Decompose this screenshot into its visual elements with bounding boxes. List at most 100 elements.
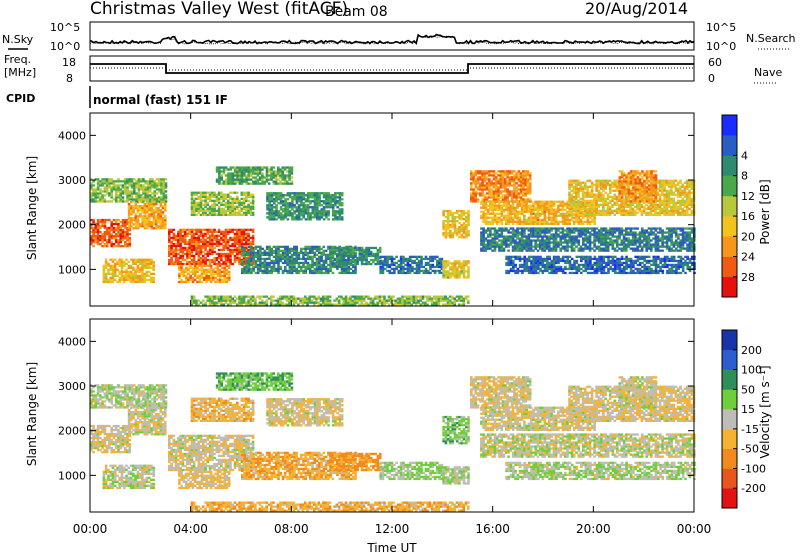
power-echo-cell: [252, 267, 255, 271]
power-echo-cell: [215, 180, 219, 183]
power-echo-cell: [192, 256, 196, 260]
power-echo-cell: [497, 188, 500, 191]
power-echo-cell: [242, 193, 246, 196]
power-echo-cell: [539, 202, 542, 205]
power-echo-cell: [613, 179, 617, 182]
power-echo-cell: [324, 249, 328, 252]
power-echo-cell: [199, 252, 203, 256]
power-echo-cell: [229, 197, 232, 200]
power-echo-cell: [189, 276, 192, 279]
power-echo-cell: [188, 242, 191, 246]
power-echo-cell: [297, 210, 301, 213]
power-echo-cell: [121, 220, 125, 224]
power-echo-cell: [263, 249, 267, 252]
power-echo-cell: [211, 193, 214, 196]
power-echo-cell: [517, 172, 521, 175]
power-echo-cell: [453, 216, 457, 219]
power-echo-cell: [479, 172, 482, 175]
power-echo-cell: [325, 216, 328, 219]
power-echo-cell: [152, 201, 156, 204]
power-echo-cell: [282, 200, 285, 203]
power-echo-cell: [240, 207, 244, 210]
power-echo-cell: [119, 196, 122, 199]
power-echo-cell: [148, 190, 152, 193]
power-echo-cell: [222, 168, 226, 171]
power-echo-cell: [532, 216, 535, 219]
power-echo-cell: [548, 206, 551, 209]
power-echo-cell: [481, 182, 484, 185]
power-echo-cell: [327, 263, 330, 267]
power-echo-cell: [208, 234, 212, 237]
power-echo-cell: [281, 249, 285, 252]
power-echo-cell: [329, 252, 332, 256]
power-echo-cell: [579, 213, 583, 216]
power-echo-cell: [112, 198, 116, 201]
power-echo-cell: [242, 232, 246, 235]
power-echo-cell: [272, 170, 276, 173]
power-echo-cell: [522, 170, 525, 173]
power-echo-cell: [139, 194, 143, 197]
power-echo-cell: [524, 176, 527, 179]
power-echo-cell: [327, 204, 330, 207]
power-echo-cell: [259, 245, 262, 248]
power-echo-cell: [199, 205, 203, 208]
power-echo-cell: [107, 262, 110, 265]
power-echo-cell: [277, 216, 281, 219]
power-echo-cell: [360, 254, 364, 258]
power-echo-cell: [102, 276, 106, 279]
power-echo-cell: [136, 217, 140, 220]
power-echo-cell: [429, 271, 432, 275]
power-echo-cell: [608, 187, 612, 190]
power-echo-cell: [529, 204, 533, 207]
power-echo-cell: [288, 265, 292, 269]
power-echo-cell: [327, 200, 330, 203]
power-echo-cell: [363, 248, 366, 252]
power-echo-cell: [121, 180, 125, 183]
power-echo-cell: [453, 226, 457, 229]
power-echo-cell: [620, 205, 623, 208]
power-echo-cell: [608, 195, 612, 198]
power-echo-cell: [226, 232, 230, 235]
power-echo-cell: [581, 195, 585, 198]
power-echo-cell: [181, 234, 185, 237]
power-echo-cell: [180, 266, 183, 269]
power-echo-cell: [164, 194, 168, 197]
power-echo-cell: [227, 274, 231, 277]
power-echo-cell: [640, 211, 644, 214]
power-echo-cell: [240, 178, 244, 181]
power-echo-cell: [124, 230, 127, 234]
power-echo-cell: [482, 204, 485, 207]
power-echo-cell: [529, 206, 533, 209]
power-echo-cell: [322, 267, 326, 271]
power-echo-cell: [470, 200, 473, 203]
power-echo-cell: [460, 216, 464, 219]
power-echo-cell: [351, 256, 355, 260]
power-echo-cell: [608, 189, 612, 192]
power-echo-cell: [220, 174, 223, 177]
power-echo-cell: [488, 172, 491, 175]
power-echo-cell: [215, 256, 219, 260]
power-echo-cell: [268, 249, 271, 252]
power-echo-cell: [322, 253, 326, 256]
power-echo-cell: [205, 264, 208, 267]
power-echo-cell: [570, 216, 574, 219]
power-echo-cell: [552, 204, 556, 207]
power-echo-cell: [325, 210, 328, 213]
power-echo-cell: [577, 220, 581, 223]
power-echo-cell: [453, 266, 457, 269]
power-echo-cell: [279, 206, 283, 209]
power-echo-cell: [615, 201, 619, 204]
power-echo-cell: [133, 178, 136, 181]
power-echo-cell: [137, 192, 141, 195]
power-echo-cell: [160, 180, 163, 183]
power-echo-cell: [476, 178, 480, 181]
power-echo-cell: [506, 184, 509, 187]
power-echo-cell: [402, 257, 405, 261]
power-echo-cell: [300, 208, 303, 211]
power-echo-cell: [286, 214, 290, 217]
power-echo-cell: [322, 194, 326, 197]
power-echo-cell: [110, 192, 113, 195]
power-echo-cell: [342, 269, 346, 273]
power-echo-cell: [247, 238, 250, 242]
power-echo-cell: [446, 209, 450, 213]
